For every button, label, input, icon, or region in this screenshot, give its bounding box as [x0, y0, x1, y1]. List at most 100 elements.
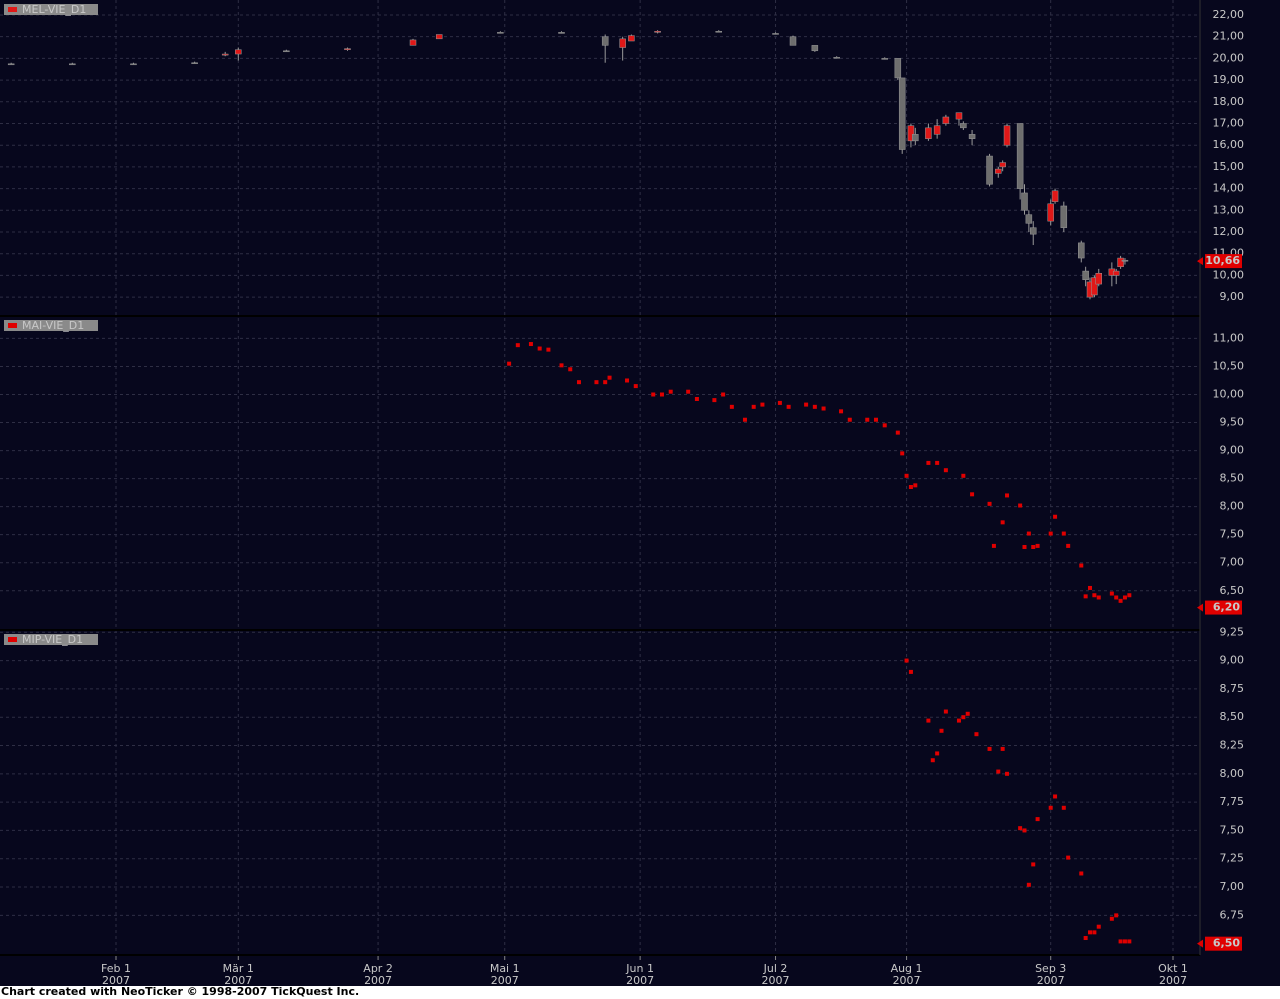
- legend-label: MIP-VIE_D1: [22, 633, 83, 646]
- y-tick-label: 7,00: [1220, 556, 1245, 569]
- dot: [996, 769, 1001, 774]
- candle-body: [1091, 277, 1098, 296]
- last-value-label: 6,50: [1213, 937, 1240, 950]
- dot: [900, 451, 905, 456]
- candle-body: [619, 38, 626, 48]
- candle-body: [235, 49, 242, 55]
- dot: [751, 404, 756, 409]
- legend-swatch: [8, 637, 17, 642]
- legend-label: MAI-VIE_D1: [22, 319, 84, 332]
- dot: [1122, 595, 1127, 600]
- dot: [935, 460, 940, 465]
- dot: [882, 423, 887, 428]
- y-tick-label: 9,50: [1220, 416, 1245, 429]
- dot: [1048, 805, 1053, 810]
- y-tick-label: 7,00: [1220, 880, 1245, 893]
- dot: [956, 718, 961, 723]
- candle-body: [283, 50, 290, 53]
- dot: [1083, 594, 1088, 599]
- dot: [812, 404, 817, 409]
- footer: Chart created with NeoTicker © 1998-2007…: [1, 985, 359, 998]
- y-tick-label: 8,75: [1220, 682, 1245, 695]
- candle-body: [1117, 257, 1124, 267]
- candle-body: [925, 127, 932, 139]
- dot: [1000, 746, 1005, 751]
- dot: [1114, 595, 1119, 600]
- candle-body: [1078, 242, 1085, 259]
- y-tick-label: 10,00: [1213, 388, 1245, 401]
- candle-body: [789, 36, 797, 46]
- y-tick-label: 10,00: [1213, 268, 1245, 281]
- x-tick-year: 2007: [491, 974, 519, 987]
- dot: [1109, 916, 1114, 921]
- dot: [777, 400, 782, 405]
- dot: [1088, 930, 1093, 935]
- candle-body: [933, 125, 941, 135]
- dot: [926, 460, 931, 465]
- legend-box: [4, 634, 98, 645]
- x-tick-year: 2007: [893, 974, 921, 987]
- dot: [821, 406, 826, 411]
- y-tick-label: 9,25: [1220, 625, 1245, 638]
- dot: [1066, 855, 1071, 860]
- dot: [939, 728, 944, 733]
- dot: [546, 347, 551, 352]
- candle-body: [715, 31, 723, 33]
- dot: [625, 378, 630, 383]
- y-tick-label: 21,00: [1213, 30, 1245, 43]
- y-tick-label: 20,00: [1213, 51, 1245, 64]
- dot: [1092, 593, 1097, 598]
- dot: [760, 402, 765, 407]
- dot: [568, 367, 573, 372]
- candle-body: [907, 125, 915, 142]
- dot: [1118, 939, 1123, 944]
- x-tick-year: 2007: [1037, 974, 1065, 987]
- candle-body: [497, 32, 504, 34]
- candle-body: [654, 31, 661, 33]
- dot: [721, 392, 726, 397]
- candle-body: [344, 48, 351, 50]
- y-tick-label: 8,00: [1220, 500, 1245, 513]
- candle-body: [999, 162, 1006, 168]
- dot: [1026, 531, 1031, 536]
- candle-body: [1112, 270, 1120, 276]
- dot: [633, 384, 638, 389]
- dot: [1018, 826, 1023, 831]
- y-tick-label: 6,50: [1220, 584, 1245, 597]
- dot: [515, 343, 520, 348]
- dot: [668, 389, 673, 394]
- candle-body: [130, 63, 137, 66]
- dot: [786, 404, 791, 409]
- y-tick-label: 15,00: [1213, 160, 1245, 173]
- dot: [908, 669, 913, 674]
- x-tick-label: Jul 2: [763, 962, 788, 975]
- legend-box: [4, 320, 98, 331]
- dot: [729, 404, 734, 409]
- x-tick-label: Mär 1: [223, 962, 254, 975]
- candle-body: [191, 62, 198, 64]
- dot: [974, 732, 979, 737]
- x-tick-label: Apr 2: [363, 962, 393, 975]
- last-value-pointer: [1197, 939, 1203, 948]
- candle-body: [601, 36, 609, 46]
- x-tick-label: Mai 1: [490, 962, 520, 975]
- last-value-pointer: [1197, 603, 1203, 612]
- dot: [961, 473, 966, 478]
- dot: [1005, 771, 1010, 776]
- dot: [913, 483, 918, 488]
- dot: [804, 402, 809, 407]
- dot: [926, 718, 931, 723]
- y-tick-label: 9,00: [1220, 444, 1245, 457]
- y-tick-label: 8,25: [1220, 739, 1245, 752]
- y-tick-label: 8,00: [1220, 767, 1245, 780]
- y-tick-label: 6,75: [1220, 908, 1245, 921]
- dot: [742, 417, 747, 422]
- dot: [1053, 794, 1058, 799]
- x-tick-year: 2007: [102, 974, 130, 987]
- x-tick-label: Jun 1: [625, 962, 654, 975]
- dot: [987, 501, 992, 506]
- dot: [1114, 913, 1119, 918]
- candle-body: [942, 116, 950, 124]
